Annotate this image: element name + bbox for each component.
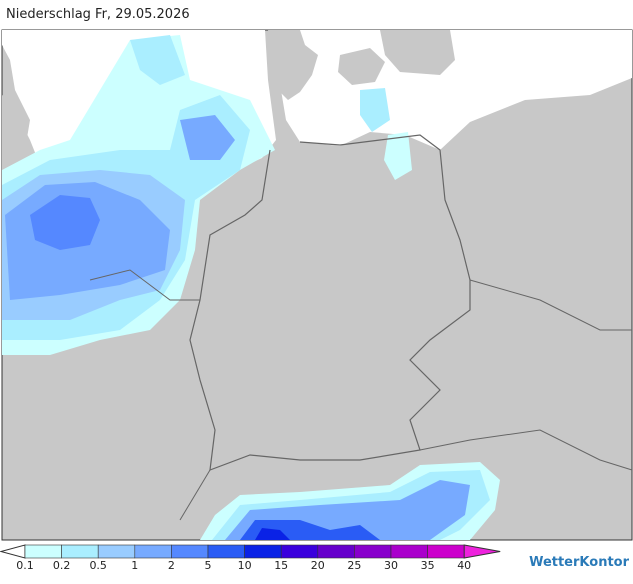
border — [179, 469, 211, 521]
legend: 0.1 0.2 0.5 1 2 5 10 15 20 25 30 35 40 — [0, 544, 501, 572]
legend-swatch — [134, 544, 172, 559]
legend-label: 0.5 — [89, 559, 107, 572]
map — [1, 29, 633, 541]
legend-swatch — [317, 544, 355, 559]
legend-label: 2 — [168, 559, 175, 572]
legend-swatch — [280, 544, 319, 559]
legend-swatch — [207, 544, 245, 559]
legend-swatch — [354, 544, 392, 559]
legend-swatch — [61, 544, 99, 559]
border — [89, 269, 200, 301]
legend-swatch — [427, 544, 465, 559]
legend-over — [463, 544, 501, 559]
legend-label: 0.2 — [53, 559, 71, 572]
zealand — [338, 48, 385, 85]
legend-swatch — [97, 544, 136, 559]
legend-under — [0, 544, 26, 559]
map-title: Niederschlag Fr, 29.05.2026 — [6, 7, 190, 22]
legend-label: 0.1 — [16, 559, 34, 572]
legend-swatch — [390, 544, 428, 559]
denmark — [268, 30, 318, 100]
sweden — [380, 30, 455, 75]
legend-label: 5 — [205, 559, 212, 572]
legend-label: 1 — [131, 559, 138, 572]
legend-label: 20 — [311, 559, 325, 572]
legend-label: 10 — [238, 559, 252, 572]
rain-south — [200, 462, 500, 540]
legend-label: 30 — [384, 559, 398, 572]
legend-swatch — [244, 544, 282, 559]
legend-label: 40 — [457, 559, 471, 572]
legend-swatch — [24, 544, 62, 559]
legend-label: 25 — [347, 559, 361, 572]
legend-label: 35 — [421, 559, 435, 572]
legend-swatch — [171, 544, 209, 559]
legend-label: 15 — [274, 559, 288, 572]
brand: WetterKontor — [529, 555, 630, 570]
rain-west — [2, 35, 412, 355]
border — [419, 429, 633, 471]
border — [469, 279, 632, 331]
border — [189, 134, 471, 471]
